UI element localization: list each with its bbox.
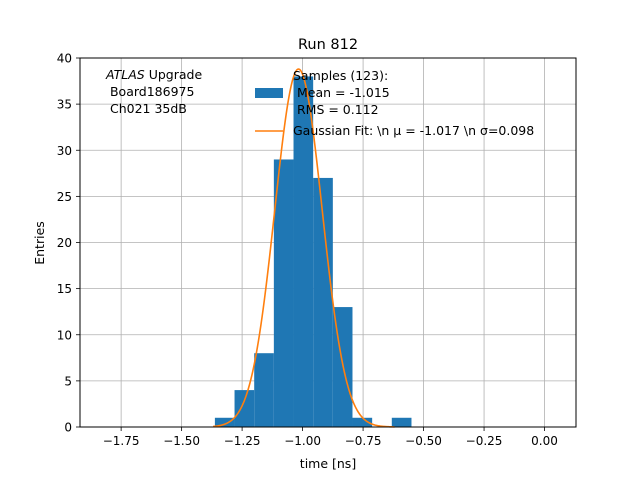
y-axis-label: Entries <box>32 221 47 265</box>
annotation-channel: Ch021 35dB <box>106 101 187 116</box>
legend-histogram-swatch <box>255 88 283 98</box>
legend-fit-label: Gaussian Fit: \n μ = -1.017 \n σ=0.098 <box>293 123 534 138</box>
x-tick-label: 0.00 <box>531 434 558 448</box>
annotation-board: Board186975 <box>106 84 194 99</box>
x-tick-label: −1.00 <box>284 434 321 448</box>
histogram-bar <box>254 353 274 427</box>
x-tick-label: −1.75 <box>103 434 140 448</box>
histogram-bar <box>214 417 235 427</box>
y-tick-label: 10 <box>57 328 72 342</box>
svg-text:ATLAS Upgrade: ATLAS Upgrade <box>105 67 202 82</box>
y-tick-label: 30 <box>57 144 72 158</box>
annotation-upgrade: Upgrade <box>145 67 203 82</box>
chart-title: Run 812 <box>298 37 358 53</box>
gaussian-fit-line <box>212 68 395 428</box>
x-axis-ticks: −1.75 −1.50 −1.25 −1.00 −0.75 −0.50 −0.25 0.00 <box>103 427 558 448</box>
histogram-bar <box>234 390 255 427</box>
legend-histogram-line1: Samples (123): <box>293 68 388 83</box>
y-tick-label: 40 <box>57 52 72 66</box>
histogram-bar <box>273 159 294 427</box>
histogram-bar <box>313 177 333 427</box>
histogram-bar <box>293 76 314 427</box>
x-tick-label: −0.75 <box>345 434 382 448</box>
y-tick-label: 0 <box>64 421 72 435</box>
atlas-annotation: ATLAS Upgrade Board186975 Ch021 35dB <box>105 67 202 116</box>
y-tick-label: 35 <box>57 98 72 112</box>
histogram-bar <box>352 417 373 427</box>
y-tick-label: 5 <box>64 374 72 388</box>
x-axis-label: time [ns] <box>300 456 356 471</box>
x-tick-label: −0.50 <box>405 434 442 448</box>
legend-histogram-line2: Mean = -1.015 <box>293 85 390 100</box>
x-tick-label: −1.50 <box>163 434 200 448</box>
legend-histogram-line3: RMS = 0.112 <box>293 102 379 117</box>
y-tick-label: 20 <box>57 236 72 250</box>
x-tick-label: −0.25 <box>466 434 503 448</box>
histogram-bar <box>391 417 412 427</box>
annotation-atlas: ATLAS <box>105 67 145 82</box>
x-tick-label: −1.25 <box>224 434 261 448</box>
y-axis-ticks: 0 5 10 15 20 25 30 35 40 <box>57 52 80 435</box>
y-tick-label: 25 <box>57 190 72 204</box>
legend: Samples (123): Mean = -1.015 RMS = 0.112… <box>255 68 534 138</box>
y-tick-label: 15 <box>57 282 72 296</box>
